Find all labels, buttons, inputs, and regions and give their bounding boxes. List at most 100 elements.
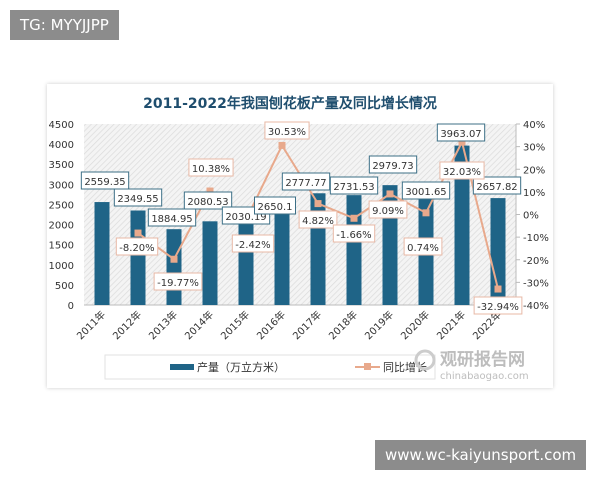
growth-marker-2017年 [314,200,322,208]
bar-value-label-text: 2979.73 [372,161,413,172]
growth-value-label-text: 4.82% [302,216,334,227]
growth-value-label: -19.77% [153,272,203,291]
bar-2017年 [310,193,326,305]
growth-marker-2021年 [458,138,466,146]
bar-value-label-text: 2731.53 [333,182,374,193]
growth-value-label-text: 32.03% [443,167,481,178]
bar-value-label: 2080.53 [183,191,233,210]
y-left-tick-label: 4500 [49,120,74,131]
y-right-tick-label: 40% [523,120,545,131]
bar-value-label: 2650.1 [254,196,296,215]
legend-bar-label: 产量（万立方米） [197,360,285,374]
y-left-tick-label: 500 [55,281,74,292]
source-logo-url: chinabaogao.com [440,371,529,382]
x-tick-label: 2011年 [74,308,108,342]
growth-marker-2014年 [206,187,214,195]
growth-value-label: -2.42% [231,234,275,253]
bar-value-label-text: 2657.82 [476,182,517,193]
x-tick-label: 2015年 [218,308,252,342]
bar-value-label: 3001.65 [401,181,451,200]
y-right-tick-label: -40% [523,301,549,312]
bar-value-label: 3963.07 [436,123,486,142]
chart-title: 2011-2022年我国刨花板产量及同比增长情况 [143,95,437,112]
growth-marker-2020年 [422,209,430,217]
watermark-bottom-right: www.wc-kaiyunsport.com [375,440,587,470]
growth-marker-2019年 [386,190,394,198]
bar-value-label-text: 2080.53 [187,197,228,208]
bar-value-label: 2559.35 [80,171,130,190]
growth-value-label: 32.03% [439,161,485,180]
x-tick-label: 2019年 [362,308,396,342]
y-left-tick-label: 2000 [49,221,74,232]
bar-2013年 [166,229,182,305]
bar-2012年 [130,210,146,305]
x-tick-label: 2018年 [326,308,360,342]
bar-2011年 [94,202,110,305]
y-left-tick-label: 0 [68,301,74,312]
bar-2014年 [202,221,218,305]
growth-value-label-text: 9.09% [372,206,404,217]
growth-value-label-text: -2.42% [235,240,270,251]
bar-value-label: 1884.95 [147,208,197,227]
bar-2016年 [274,198,290,305]
bar-value-label: 2979.73 [368,155,418,174]
x-tick-label: 2020年 [398,308,432,342]
growth-value-label: -32.94% [473,296,523,315]
growth-value-label: 4.82% [298,210,338,229]
growth-value-label: 0.74% [403,237,443,256]
y-left-tick-label: 3000 [49,180,74,191]
y-right-tick-label: -20% [523,256,549,267]
y-right-tick-label: -10% [523,233,549,244]
growth-value-label-text: -19.77% [157,278,199,289]
y-right-tick-label: 20% [523,165,545,176]
growth-marker-2016年 [278,141,286,149]
growth-value-label-text: -8.20% [119,243,154,254]
bar-value-label-text: 2559.35 [84,177,125,188]
y-left-tick-label: 2500 [49,200,74,211]
x-tick-label: 2014年 [182,308,216,342]
growth-marker-2018年 [350,214,358,222]
x-tick-label: 2021年 [434,308,468,342]
bar-2022年 [490,198,506,305]
bar-value-label-text: 2650.1 [258,202,293,213]
growth-value-label-text: 10.38% [192,164,230,175]
x-tick-label: 2016年 [254,308,288,342]
growth-marker-2012年 [134,229,142,237]
x-tick-label: 2017年 [290,308,324,342]
bar-value-label-text: 1884.95 [151,214,192,225]
y-right-tick-label: 10% [523,188,545,199]
bar-value-label-text: 2030.19 [225,212,266,223]
bar-value-label: 2731.53 [329,176,379,195]
growth-marker-2022年 [494,285,502,293]
y-right-tick-label: 0% [523,211,539,222]
growth-value-label-text: -32.94% [477,302,519,313]
growth-value-label: 9.09% [368,200,408,219]
y-left-tick-label: 1500 [49,241,74,252]
watermark-top-left: TG: MYYJJPP [10,10,119,40]
growth-value-label: 10.38% [188,158,234,177]
y-right-tick-label: -30% [523,278,549,289]
bar-value-label-text: 2349.55 [117,194,158,205]
bar-2021年 [454,145,470,305]
growth-marker-2013年 [170,255,178,263]
y-right-tick-label: 30% [523,143,545,154]
bar-2018年 [346,195,362,305]
x-tick-label: 2013年 [146,308,180,342]
growth-value-label-text: -1.66% [336,230,371,241]
bar-value-label: 2349.55 [113,188,163,207]
growth-value-label-text: 30.53% [268,127,306,138]
y-left-tick-label: 3500 [49,160,74,171]
growth-value-label: -1.66% [332,224,376,243]
bar-value-label: 2657.82 [472,176,522,195]
growth-value-label-text: 0.74% [407,243,439,254]
bar-value-label-text: 3963.07 [440,129,481,140]
bar-value-label-text: 3001.65 [405,187,446,198]
source-logo: 观研报告网 chinabaogao.com [414,349,529,382]
legend-bar-swatch [170,364,194,370]
source-logo-name: 观研报告网 [439,349,525,370]
growth-value-label: 30.53% [264,121,310,140]
legend-line-marker [364,363,371,370]
x-tick-label: 2012年 [110,308,144,342]
y-left-tick-label: 4000 [49,140,74,151]
